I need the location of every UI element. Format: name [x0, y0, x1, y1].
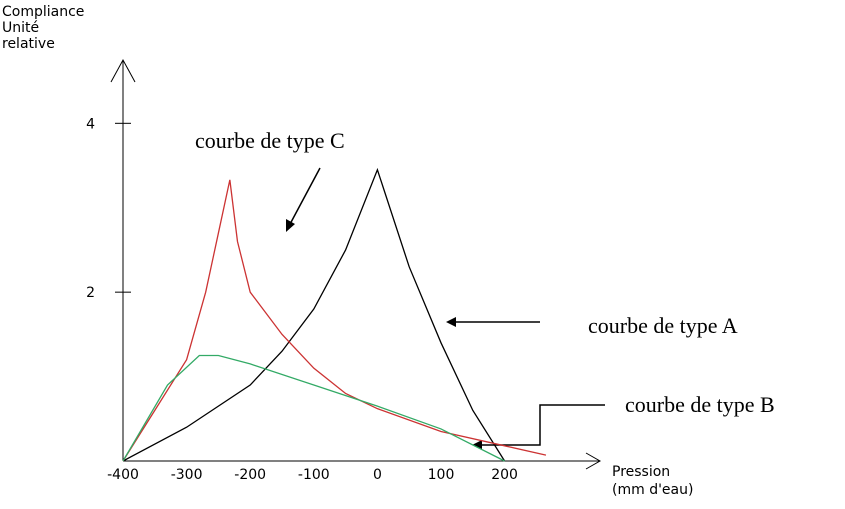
curve — [122, 354, 505, 462]
arrow — [480, 404, 605, 446]
annotation: courbe de type B — [625, 392, 775, 417]
x-tick-label: -300 — [171, 467, 203, 483]
y-axis-label: Compliance — [2, 4, 84, 20]
x-tick-label: -400 — [107, 467, 139, 483]
y-axis-label: relative — [2, 36, 55, 52]
x-axis-arrow — [585, 452, 602, 470]
y-tick-label: 2 — [86, 285, 95, 301]
curve — [122, 167, 506, 462]
arrowhead — [472, 440, 482, 450]
x-tick-label: 200 — [491, 467, 518, 483]
y-axis-label: Unité — [2, 20, 39, 36]
x-axis-label: Pression — [612, 464, 670, 480]
annotation: courbe de type A — [588, 313, 738, 338]
curve — [122, 179, 547, 462]
arrowhead — [286, 219, 295, 232]
annotation: courbe de type C — [195, 128, 345, 153]
arrowhead — [446, 317, 456, 327]
y-tick-label: 4 — [86, 116, 95, 132]
arrow — [288, 167, 321, 227]
x-axis-label: (mm d'eau) — [612, 482, 693, 498]
x-tick-label: 0 — [373, 467, 382, 483]
x-tick-label: -100 — [298, 467, 330, 483]
y-axis-arrow — [110, 58, 136, 83]
x-tick-label: -200 — [234, 467, 266, 483]
x-tick-label: 100 — [428, 467, 455, 483]
